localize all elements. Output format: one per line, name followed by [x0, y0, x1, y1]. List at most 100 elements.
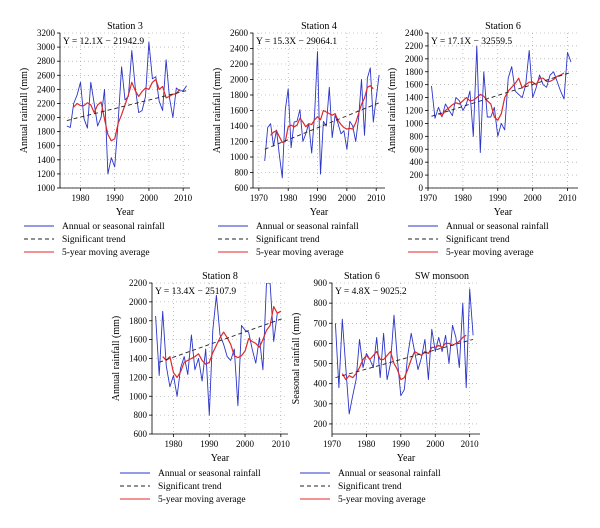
y-tick-label: 1200: [129, 372, 148, 382]
trend-equation: Y = 12.1X − 21942.9: [63, 37, 144, 47]
y-tick-label: 800: [410, 131, 424, 141]
y-tick-label: 1600: [129, 335, 148, 345]
y-tick-label: 1800: [230, 90, 249, 100]
chart-panel-3: 0 200 400 600 800 1000 1200 1400 1600 1800 2000 220…: [387, 21, 578, 258]
chart-panel-4: 600 800 1000 1200 1400 1600 1800 2000 2200 1980 19…: [111, 271, 290, 505]
y-tick-label: 0: [419, 183, 424, 193]
y-tick-label: 2000: [129, 297, 148, 307]
y-tick-label: 2200: [230, 59, 249, 69]
y-tick-label: 3200: [37, 28, 56, 38]
legend-label-ma: 5-year moving average: [338, 495, 426, 505]
trend-equation: Y = 15.3X − 29064.1: [256, 37, 337, 47]
y-tick-label: 800: [314, 298, 328, 308]
x-tick-label: 1990: [106, 193, 125, 203]
legend-label-trend: Significant trend: [158, 481, 222, 492]
y-tick-label: 800: [235, 168, 249, 178]
y-tick-label: 600: [235, 183, 249, 193]
x-tick-label: 1970: [323, 439, 342, 449]
y-tick-label: 1000: [405, 118, 424, 128]
y-tick-label: 400: [410, 157, 424, 167]
y-tick-label: 800: [134, 410, 148, 420]
x-axis-title: Year: [116, 207, 135, 218]
plot-area: [264, 51, 380, 179]
y-tick-label: 600: [410, 144, 424, 154]
trend-equation: Y = 4.8X − 9025.2: [335, 287, 407, 297]
x-tick-label: 1990: [489, 193, 508, 203]
x-tick-label: 2010: [559, 193, 578, 203]
y-tick-label: 1200: [230, 137, 249, 147]
y-tick-label: 2000: [230, 75, 249, 85]
x-tick-label: 1970: [419, 193, 438, 203]
moving-average-line: [162, 306, 282, 378]
trend-line: [159, 317, 285, 363]
y-tick-label: 600: [134, 429, 148, 439]
legend-label-raw: Annual or seasonal rainfall: [62, 221, 165, 232]
moving-average-line: [341, 334, 467, 381]
legend: Annual or seasonal rainfall Significant t…: [120, 468, 261, 505]
legend-label-ma: 5-year moving average: [158, 495, 246, 505]
y-tick-label: 900: [314, 278, 328, 288]
legend: Annual or seasonal rainfall Significant t…: [408, 221, 549, 258]
rainfall-series-line: [264, 51, 380, 179]
y-tick-label: 2000: [37, 113, 56, 123]
legend-label-trend: Significant trend: [446, 234, 510, 245]
y-tick-label: 1600: [405, 80, 424, 90]
x-tick-label: 1980: [279, 193, 298, 203]
legend: Annual or seasonal rainfall Significant t…: [24, 221, 165, 258]
legend-label-raw: Annual or seasonal rainfall: [446, 221, 549, 232]
y-axis-title: Annual rainfall (mm): [212, 68, 223, 154]
y-tick-label: 1000: [129, 391, 148, 401]
x-tick-label: 2000: [236, 439, 255, 449]
trend-line: [431, 71, 572, 117]
plot-area: [155, 283, 285, 416]
rainfall-series-line: [155, 283, 282, 416]
x-tick-label: 2010: [272, 439, 291, 449]
y-tick-label: 2400: [37, 84, 56, 94]
chart-title: Station 3: [107, 21, 143, 32]
chart-panel-2: 600 800 1000 1200 1400 1600 1800 2000 2200 2400 26…: [212, 21, 386, 258]
plot-area: [431, 45, 572, 153]
y-tick-label: 2800: [37, 56, 56, 66]
y-tick-label: 1600: [230, 106, 249, 116]
chart-title: Station 8: [202, 271, 238, 282]
y-tick-label: 200: [314, 419, 328, 429]
trend-line: [335, 338, 474, 379]
x-tick-label: 1990: [200, 439, 219, 449]
trend-equation: Y = 17.1X − 32559.5: [431, 37, 512, 47]
y-tick-label: 2400: [230, 44, 249, 54]
x-tick-label: 2000: [524, 193, 543, 203]
plot-area: [66, 41, 187, 175]
y-tick-label: 3000: [37, 42, 56, 52]
legend: Annual or seasonal rainfall Significant t…: [300, 468, 441, 505]
y-tick-label: 200: [410, 170, 424, 180]
chart-panel-5: 200 300 400 500 600 700 800 900 1970 1980 1990 2000…: [291, 271, 480, 505]
rainfall-series-line: [334, 288, 474, 415]
x-tick-label: 2010: [367, 193, 386, 203]
x-tick-label: 1980: [454, 193, 473, 203]
x-axis-title: Year: [310, 207, 329, 218]
x-tick-label: 2010: [461, 439, 480, 449]
trend-equation: Y = 13.4X − 25107.9: [155, 287, 236, 297]
x-tick-label: 2010: [174, 193, 193, 203]
legend-label-raw: Annual or seasonal rainfall: [256, 221, 359, 232]
x-axis-title: Year: [494, 207, 513, 218]
moving-average-line: [438, 72, 565, 121]
y-tick-label: 1000: [230, 152, 249, 162]
x-axis-title: Year: [397, 453, 416, 464]
y-tick-label: 1000: [37, 183, 56, 193]
chart-subtitle: SW monsoon: [415, 271, 469, 282]
y-tick-label: 700: [314, 318, 328, 328]
x-tick-label: 2000: [426, 439, 445, 449]
x-tick-label: 1980: [357, 439, 376, 449]
x-tick-label: 1990: [309, 193, 328, 203]
y-tick-label: 1200: [405, 106, 424, 116]
y-tick-label: 2200: [37, 98, 56, 108]
y-tick-label: 400: [314, 379, 328, 389]
y-tick-label: 600: [314, 338, 328, 348]
y-tick-label: 1800: [405, 67, 424, 77]
moving-average-line: [270, 85, 374, 143]
y-tick-label: 1800: [37, 127, 56, 137]
x-tick-label: 1980: [164, 439, 183, 449]
x-tick-label: 1980: [72, 193, 91, 203]
x-tick-label: 1990: [392, 439, 411, 449]
